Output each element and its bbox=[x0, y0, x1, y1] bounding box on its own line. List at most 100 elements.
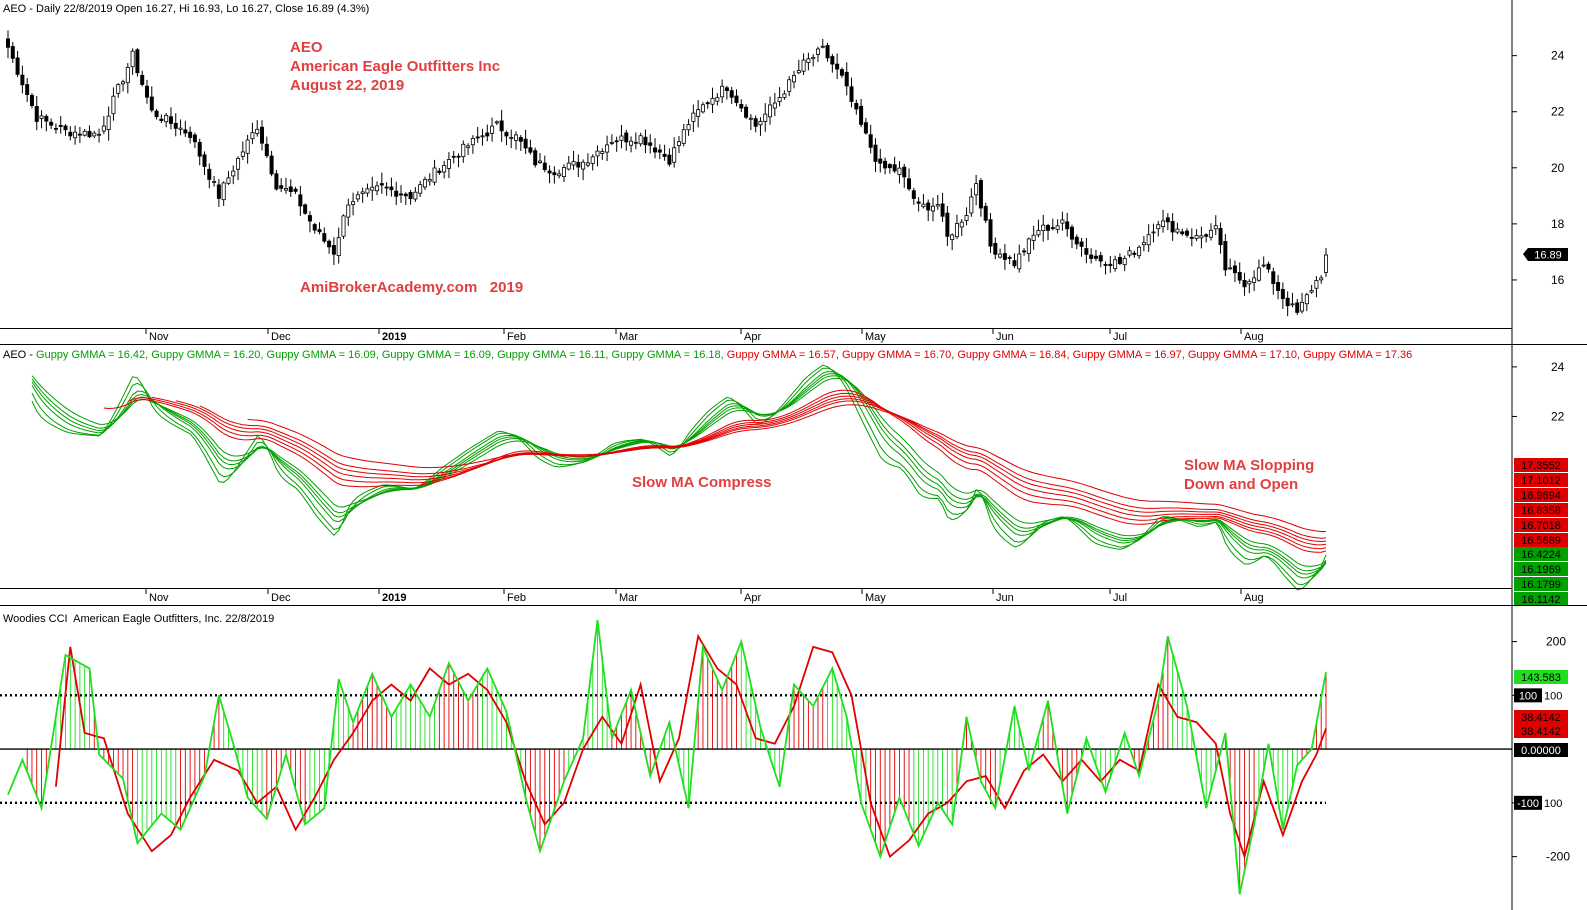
candle-body bbox=[1256, 267, 1261, 281]
price-candle bbox=[77, 126, 82, 144]
candle-body bbox=[63, 125, 68, 131]
price-candle bbox=[446, 152, 451, 179]
candle-body bbox=[399, 193, 404, 196]
candle-body bbox=[422, 179, 427, 188]
candle-body bbox=[298, 194, 303, 207]
candle-body bbox=[1285, 297, 1290, 307]
price-candle bbox=[514, 131, 519, 150]
candle-body bbox=[518, 137, 523, 142]
candle-body bbox=[509, 137, 514, 139]
candle-body bbox=[355, 194, 360, 200]
price-candle bbox=[748, 114, 753, 131]
price-candle bbox=[29, 93, 34, 109]
candle-body bbox=[260, 126, 265, 144]
candle-body bbox=[1079, 241, 1084, 247]
candle-body bbox=[384, 186, 389, 189]
price-candle bbox=[839, 67, 844, 78]
price-candle bbox=[327, 239, 332, 254]
price-candle bbox=[451, 150, 456, 164]
price-candle bbox=[1012, 253, 1017, 269]
price-candle bbox=[260, 120, 265, 151]
gmma-fast-tag-label: 16.1142 bbox=[1522, 594, 1561, 606]
price-candle bbox=[835, 53, 840, 80]
candle-body bbox=[10, 46, 15, 59]
price-candle bbox=[998, 248, 1003, 259]
cci-level-tag-label: -100 bbox=[1517, 798, 1539, 810]
price-candle bbox=[485, 124, 490, 142]
month-label: Jun bbox=[996, 592, 1014, 604]
price-candle bbox=[264, 136, 269, 158]
price-candle bbox=[504, 130, 509, 146]
candle-body bbox=[427, 179, 432, 182]
candle-body bbox=[264, 143, 269, 157]
candle-body bbox=[1156, 224, 1161, 230]
price-candle bbox=[1007, 255, 1012, 265]
price-candle bbox=[681, 123, 686, 147]
candle-body bbox=[39, 115, 44, 119]
price-candle bbox=[868, 124, 873, 154]
candle-body bbox=[53, 127, 58, 130]
price-candle bbox=[1170, 213, 1175, 241]
candle-body bbox=[883, 160, 888, 169]
gmma-header-item: Guppy GMMA = 16.42, bbox=[36, 349, 151, 361]
price-candle bbox=[82, 128, 87, 137]
price-candle bbox=[1084, 238, 1089, 264]
price-candle bbox=[331, 237, 336, 265]
candle-body bbox=[571, 161, 576, 166]
gmma-slow-tag-label: 16.8358 bbox=[1521, 505, 1561, 517]
candle-body bbox=[303, 204, 308, 214]
cci-level-tag-label: 100 bbox=[1519, 690, 1537, 702]
candle-body bbox=[1266, 263, 1271, 270]
candle-body bbox=[485, 132, 490, 137]
price-candle bbox=[993, 237, 998, 260]
gmma-pane[interactable]: AEO - Guppy GMMA = 16.42, Guppy GMMA = 1… bbox=[3, 349, 1568, 606]
price-candle bbox=[197, 138, 202, 166]
candle-body bbox=[221, 182, 226, 201]
candle-body bbox=[868, 134, 873, 148]
price-candle bbox=[1055, 219, 1060, 234]
month-label: Jun bbox=[996, 331, 1014, 343]
candle-body bbox=[1046, 224, 1051, 231]
price-y-tick-label: 24 bbox=[1551, 49, 1565, 63]
price-candle bbox=[638, 132, 643, 147]
gmma-slow-tag-label: 16.5689 bbox=[1521, 535, 1561, 547]
candle-body bbox=[389, 186, 394, 191]
price-candle bbox=[854, 99, 859, 115]
candle-body bbox=[490, 125, 495, 134]
price-candle bbox=[1060, 211, 1065, 231]
candle-body bbox=[964, 215, 969, 221]
candle-body bbox=[547, 170, 552, 174]
gmma-header-item: Guppy GMMA = 16.70, bbox=[842, 349, 957, 361]
price-candle bbox=[49, 118, 54, 130]
candle-body bbox=[1113, 259, 1118, 269]
candle-body bbox=[1194, 235, 1199, 239]
candle-body bbox=[1050, 227, 1055, 229]
cci-level-tag-box bbox=[1514, 795, 1542, 810]
candle-body bbox=[993, 243, 998, 255]
candle-body bbox=[231, 170, 236, 177]
price-candle bbox=[125, 63, 130, 94]
candle-body bbox=[504, 132, 509, 137]
price-candle bbox=[887, 162, 892, 174]
candle-body bbox=[432, 167, 437, 183]
price-candle bbox=[1194, 229, 1199, 242]
price-candle bbox=[384, 182, 389, 196]
candle-body bbox=[403, 193, 408, 197]
candle-body bbox=[561, 167, 566, 177]
annotation-date: August 22, 2019 bbox=[290, 77, 404, 94]
candle-body bbox=[446, 159, 451, 169]
price-candle bbox=[140, 70, 145, 87]
candle-body bbox=[629, 140, 634, 146]
price-candle bbox=[1175, 222, 1180, 235]
cci-pane[interactable]: Woodies CCI American Eagle Outfitters, I… bbox=[0, 613, 1570, 895]
price-pane[interactable]: AEO - Daily 22/8/2019 Open 16.27, Hi 16.… bbox=[3, 3, 1568, 343]
candle-body bbox=[15, 57, 20, 75]
candle-body bbox=[1055, 225, 1060, 230]
price-candle bbox=[470, 135, 475, 154]
gmma-lines bbox=[31, 364, 1327, 591]
price-candle bbox=[1319, 275, 1324, 284]
price-candle bbox=[537, 153, 542, 165]
price-candle bbox=[921, 194, 926, 209]
candle-body bbox=[638, 135, 643, 145]
